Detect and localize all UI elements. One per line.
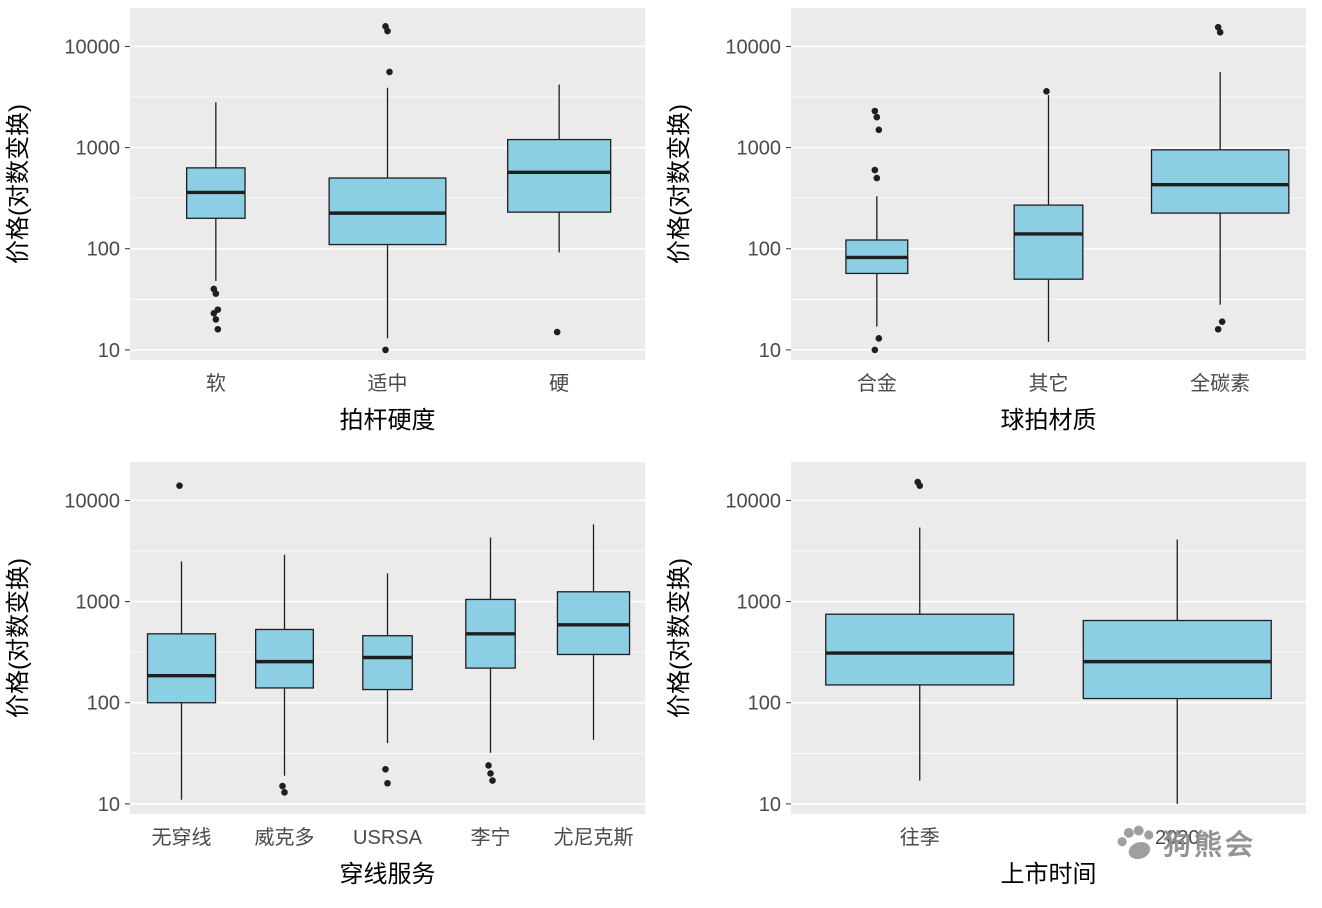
boxplot-group: 其它	[1013, 88, 1084, 395]
y-tick-label: 10000	[64, 490, 120, 512]
outlier-point	[916, 482, 924, 489]
x-axis-title: 上市时间	[1001, 861, 1097, 888]
x-tick-label: 2020	[1155, 827, 1200, 849]
outlier-point	[384, 779, 391, 787]
y-tick-label: 1000	[737, 138, 782, 160]
y-tick-label: 100	[87, 239, 120, 261]
y-tick-label: 10	[98, 794, 120, 816]
outlier-point	[382, 346, 389, 354]
boxplot-group: 合金	[845, 107, 909, 395]
panel-shaft-hardness: 10 100 1000 10000 软 适中 硬拍杆硬度 价格(对数变换)	[0, 0, 661, 454]
outlier-point	[871, 166, 879, 174]
y-tick-label: 10	[759, 340, 781, 362]
y-tick-label: 1000	[76, 138, 121, 160]
box	[1013, 204, 1084, 280]
outlier-point	[489, 777, 496, 784]
box	[1082, 619, 1272, 700]
box	[146, 633, 217, 704]
x-axis-title: 穿线服务	[340, 861, 436, 888]
boxplot-group: USRSA	[353, 573, 423, 849]
boxplot-group: 威克多	[255, 554, 315, 849]
outlier-point	[871, 346, 879, 354]
box	[362, 635, 413, 691]
x-tick-label: 硬	[549, 373, 569, 395]
x-tick-label: 全碳素	[1190, 372, 1250, 395]
x-tick-label: 尤尼克斯	[554, 826, 634, 849]
outlier-point	[1216, 28, 1224, 36]
boxplot-group: 适中	[328, 23, 447, 395]
boxplot-group: 无穿线	[146, 482, 217, 849]
y-tick-label: 10	[98, 340, 120, 362]
x-tick-label: 软	[206, 372, 226, 395]
outlier-point	[176, 482, 183, 489]
outlier-point	[281, 789, 288, 796]
x-tick-label: 无穿线	[152, 826, 212, 849]
y-tick-label: 1000	[76, 592, 121, 614]
x-tick-label: 威克多	[255, 826, 315, 849]
boxplot-group: 尤尼克斯	[554, 524, 634, 849]
outlier-point	[871, 107, 879, 115]
y-tick-label: 10000	[725, 490, 781, 512]
y-tick-label: 100	[87, 693, 120, 715]
outlier-point	[386, 68, 393, 76]
box	[1150, 149, 1290, 214]
y-tick-label: 10000	[725, 36, 781, 58]
x-tick-label: 其它	[1029, 372, 1069, 395]
panel-racket-material: 10 100 1000 10000 合金 其它 全碳素球拍材质 价格(对数变换)	[661, 0, 1322, 454]
outlier-point	[212, 290, 220, 297]
y-axis-title: 价格(对数变换)	[666, 104, 693, 264]
outlier-point	[382, 765, 389, 773]
y-tick-label: 100	[748, 239, 781, 261]
outlier-point	[875, 335, 883, 342]
x-axis-title: 球拍材质	[1001, 407, 1097, 434]
x-tick-label: 李宁	[471, 826, 511, 849]
boxplot-group: 往季	[825, 478, 1015, 849]
box	[255, 628, 314, 689]
outlier-point	[875, 126, 883, 134]
y-axis-title: 价格(对数变换)	[5, 104, 32, 264]
x-tick-label: 合金	[857, 372, 897, 395]
outlier-point	[873, 113, 881, 121]
panel-launch-time: 10 100 1000 10000 往季 2020 上市时间 价格(对数变换)	[661, 454, 1322, 908]
outlier-point	[1043, 88, 1050, 95]
y-axis-title: 价格(对数变换)	[666, 558, 693, 718]
box	[328, 177, 447, 246]
boxplot-svg-launch-time: 10 100 1000 10000 往季 2020 上市时间 价格(对数变换)	[666, 462, 1306, 888]
outlier-point	[1214, 23, 1222, 31]
y-tick-label: 10000	[64, 36, 120, 58]
outlier-point	[279, 782, 286, 790]
outlier-point	[384, 27, 391, 35]
x-tick-label: 往季	[900, 826, 940, 849]
outlier-point	[1218, 318, 1226, 325]
outlier-point	[873, 174, 881, 182]
outlier-point	[553, 328, 561, 336]
boxplot-group: 软	[185, 102, 246, 395]
outlier-point	[1214, 325, 1222, 333]
x-tick-label: 适中	[368, 372, 408, 395]
outlier-point	[214, 325, 222, 333]
boxplot-group: 2020	[1082, 539, 1272, 849]
outlier-point	[212, 316, 220, 323]
x-axis-title: 拍杆硬度	[340, 407, 436, 434]
outlier-point	[487, 770, 494, 777]
outlier-point	[210, 309, 218, 317]
box	[507, 138, 612, 213]
box	[825, 613, 1015, 686]
boxplot-group: 李宁	[465, 537, 516, 849]
boxplot-group: 全碳素	[1150, 23, 1290, 395]
y-tick-label: 1000	[737, 592, 782, 614]
outlier-point	[485, 762, 492, 769]
y-axis-title: 价格(对数变换)	[5, 558, 32, 718]
panel-stringing-service: 10 100 1000 10000 无穿线 威克多 USRSA 李宁 尤尼克斯穿线服务 价格(对数…	[0, 454, 661, 908]
boxplot-group: 硬	[507, 84, 612, 395]
y-tick-label: 100	[748, 693, 781, 715]
x-tick-label: USRSA	[353, 827, 423, 849]
y-tick-label: 10	[759, 794, 781, 816]
